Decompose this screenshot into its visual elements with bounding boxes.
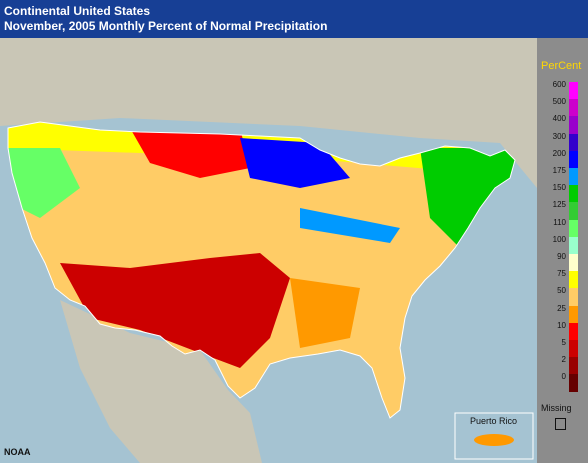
legend-swatch xyxy=(569,133,578,151)
map-title-line1: Continental United States xyxy=(4,4,151,18)
legend-swatch xyxy=(569,99,578,117)
legend-swatch xyxy=(569,168,578,186)
legend-label: 5 xyxy=(561,338,566,347)
legend-label: 75 xyxy=(557,269,566,279)
legend-label: 10 xyxy=(557,320,566,330)
legend-label: 90 xyxy=(557,252,566,261)
legend-swatch xyxy=(569,116,578,134)
map-area: Puerto Rico xyxy=(0,38,537,463)
legend-swatch xyxy=(569,236,578,254)
title-bar: Continental United States November, 2005… xyxy=(0,0,588,38)
legend-swatch xyxy=(569,150,578,168)
legend-label: 400 xyxy=(552,114,566,124)
legend-label: 600 xyxy=(552,80,566,89)
map-title-line2: November, 2005 Monthly Percent of Normal… xyxy=(4,19,328,33)
southwest-very-dry xyxy=(60,253,290,368)
legend-label: 150 xyxy=(552,183,566,193)
legend-swatch xyxy=(569,340,578,358)
us-border xyxy=(7,121,516,419)
legend-swatch xyxy=(569,185,578,203)
legend-swatch xyxy=(569,288,578,306)
precipitation-map: Puerto Rico xyxy=(0,38,537,463)
legend-swatch xyxy=(569,202,578,220)
legend-label: 25 xyxy=(557,303,566,313)
legend-swatch xyxy=(569,357,578,375)
legend-label: 2 xyxy=(561,355,566,365)
puerto-rico-label: Puerto Rico xyxy=(470,416,517,426)
canada-land xyxy=(0,38,537,188)
legend-swatch xyxy=(569,254,578,272)
legend-panel: PerCent 600 500 400 300 200 175 150 125 110 100 90… xyxy=(537,38,588,463)
mexico-land xyxy=(60,300,262,463)
montana-dry xyxy=(130,128,250,178)
legend-label: 0 xyxy=(561,372,566,382)
noaa-credit: NOAA xyxy=(4,447,31,457)
legend-label: 300 xyxy=(552,131,566,141)
legend-swatch xyxy=(569,271,578,289)
missing-swatch xyxy=(555,418,566,430)
legend-label: 125 xyxy=(552,200,566,210)
legend-label: 50 xyxy=(557,286,566,296)
legend-title: PerCent xyxy=(541,60,582,72)
legend-swatch xyxy=(569,219,578,237)
legend-label: 175 xyxy=(552,166,566,175)
puerto-rico-shape xyxy=(474,434,514,446)
legend-swatch xyxy=(569,322,578,340)
south-central xyxy=(290,278,360,348)
missing-label: Missing xyxy=(541,403,572,413)
legend-swatch xyxy=(569,374,578,392)
legend-label: 500 xyxy=(552,97,566,107)
legend-label: 110 xyxy=(553,217,566,227)
legend-swatch xyxy=(569,82,578,100)
legend-label: 100 xyxy=(552,234,566,244)
legend-swatch xyxy=(569,305,578,323)
ohio-valley-band xyxy=(300,208,400,243)
legend-label: 200 xyxy=(552,148,566,158)
